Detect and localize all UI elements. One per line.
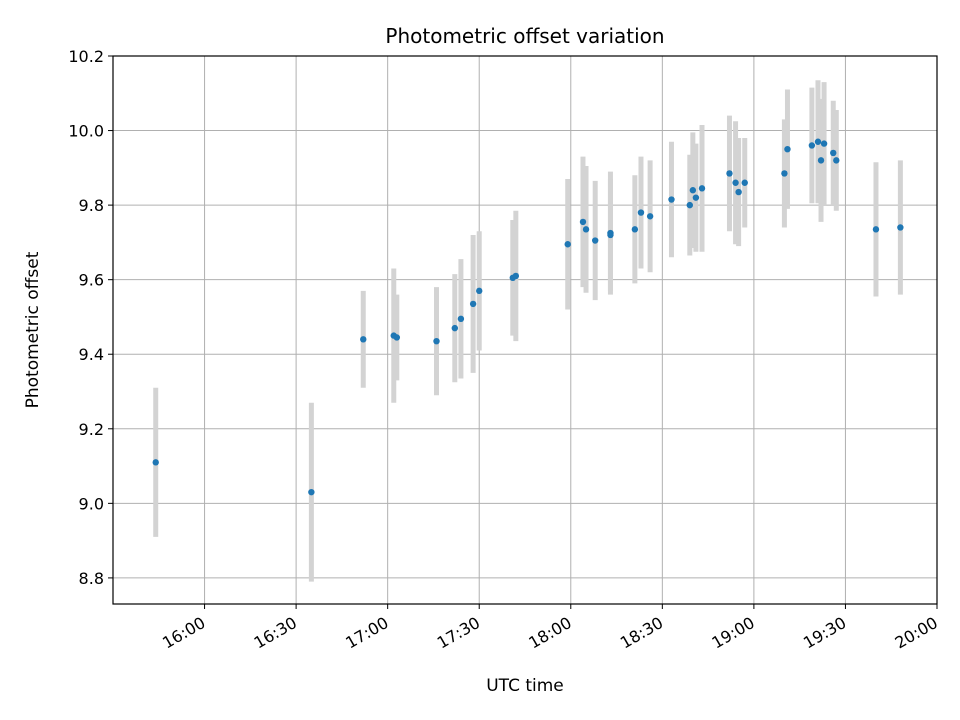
data-point xyxy=(152,459,159,466)
data-point xyxy=(646,213,654,220)
data-point xyxy=(784,145,791,153)
data-point xyxy=(668,196,675,203)
data-point xyxy=(781,170,788,177)
data-point xyxy=(433,337,440,345)
data-point xyxy=(698,185,706,192)
data-point xyxy=(735,188,742,196)
y-tick-label: 8.8 xyxy=(79,569,104,588)
data-point xyxy=(451,324,459,332)
data-point xyxy=(476,287,483,295)
data-point xyxy=(692,194,700,201)
data-point xyxy=(308,488,315,496)
data-point xyxy=(833,157,840,164)
chart-title: Photometric offset variation xyxy=(385,24,664,48)
y-tick-label: 9.8 xyxy=(79,196,104,215)
x-axis-label: UTC time xyxy=(486,676,564,696)
data-point xyxy=(512,272,520,280)
data-point xyxy=(817,157,825,164)
data-point xyxy=(808,142,816,149)
data-point xyxy=(814,138,822,145)
data-point xyxy=(897,224,904,231)
data-point xyxy=(564,241,571,248)
data-point xyxy=(457,315,465,323)
data-point xyxy=(689,187,697,194)
data-points xyxy=(152,138,904,496)
data-point xyxy=(607,231,614,239)
y-tick-label: 10.2 xyxy=(68,47,104,66)
data-point xyxy=(360,336,367,343)
data-point xyxy=(469,300,477,308)
y-tick-label: 9.6 xyxy=(79,271,104,290)
y-axis-label: Photometric offset xyxy=(23,251,43,408)
data-point xyxy=(579,218,587,226)
y-tick-label: 10.0 xyxy=(68,122,104,141)
data-point xyxy=(591,237,599,244)
data-point xyxy=(872,226,880,233)
data-point xyxy=(830,149,837,157)
y-tick-label: 9.2 xyxy=(79,420,104,439)
data-point xyxy=(393,334,401,341)
data-point xyxy=(582,226,590,233)
data-point xyxy=(686,201,693,209)
plot-frame xyxy=(112,55,938,605)
data-point xyxy=(732,179,739,186)
data-point xyxy=(741,179,748,186)
data-point xyxy=(637,209,645,216)
y-tick-label: 9.0 xyxy=(79,494,104,513)
data-point xyxy=(820,140,828,147)
data-point xyxy=(726,170,733,177)
data-point xyxy=(631,226,639,233)
y-tick-label: 9.4 xyxy=(79,345,104,364)
y-axis-ticks: 8.8 9.0 9.2 9.4 9.6 9.8 10.0 10.2 xyxy=(68,47,113,588)
